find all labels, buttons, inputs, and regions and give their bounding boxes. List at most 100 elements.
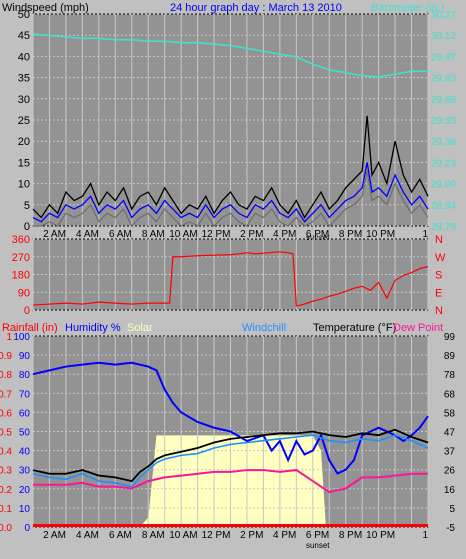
- humidity-tick-label: 70: [19, 389, 31, 400]
- time-axis-label-1: 4 AM: [76, 229, 99, 240]
- humidity-tick-label: 0: [24, 523, 30, 534]
- rainfall-tick-label: 0.9: [0, 351, 12, 362]
- rainfall-bar: [33, 524, 428, 527]
- temperature-tick-label: 47: [444, 428, 456, 439]
- barometer-tick-label: 29.23: [431, 158, 456, 169]
- time-axis-label-3: 8 PM: [339, 530, 362, 541]
- humidity-tick-label: 40: [19, 447, 31, 458]
- windspeed-tick-label: 20: [18, 136, 30, 148]
- temperature-tick-label: 37: [444, 447, 456, 458]
- barometer-axis-title: Barometer (in.): [371, 2, 444, 14]
- barometer-tick-label: 28.79: [431, 222, 456, 233]
- windspeed-tick-label: 10: [18, 179, 30, 191]
- humidity-tick-label: 100: [13, 332, 30, 343]
- windspeed-tick-label: 25: [18, 115, 30, 127]
- direction-compass-label: N: [435, 305, 443, 317]
- humidity-tick-label: 50: [19, 428, 31, 439]
- humidity-tick-label: 90: [19, 351, 31, 362]
- rainfall-tick-label: 0.2: [0, 485, 12, 496]
- temperature-tick-label: 89: [444, 351, 456, 362]
- time-axis-label-3: 6 AM: [109, 530, 132, 541]
- time-axis-label-3: 2 PM: [240, 530, 263, 541]
- time-axis-label-1: 8 AM: [142, 229, 165, 240]
- time-axis-label-3: 12 PM: [202, 530, 231, 541]
- time-axis-label-1: 6 AM: [109, 229, 132, 240]
- humidity-tick-label: 30: [19, 466, 31, 477]
- rainfall-tick-label: 0.0: [0, 523, 12, 534]
- dewpoint-legend: Dew Point: [393, 322, 443, 334]
- barometer-tick-label: 29.97: [431, 52, 456, 63]
- chart-title: 24 hour graph day : March 13 2010: [170, 2, 342, 14]
- temperature-line: [32, 428, 429, 483]
- windspeed-tick-label: 0: [24, 221, 30, 233]
- solar-legend: Solar: [127, 322, 153, 334]
- barometer-tick-label: 29.83: [431, 74, 456, 85]
- barometer-tick-label: 29.38: [431, 137, 456, 148]
- temperature-tick-label: 68: [444, 389, 456, 400]
- temperature-tick-label: 58: [444, 408, 456, 419]
- barometer-tick-label: 30.27: [431, 10, 456, 21]
- time-axis-label-3: 10 AM: [169, 530, 197, 541]
- temperature-tick-label: 16: [444, 485, 456, 496]
- windspeed-average-line: [32, 162, 429, 223]
- barometer-tick-label: 29.53: [431, 116, 456, 127]
- time-axis-label-3: 1: [422, 530, 428, 541]
- time-axis-label-1: 12 PM: [202, 229, 231, 240]
- time-axis-label-1: 6 PM: [306, 229, 329, 240]
- time-axis-label-3: 8 AM: [142, 530, 165, 541]
- barometer-tick-label: 29.68: [431, 95, 456, 106]
- windspeed-gust-line: [32, 115, 429, 219]
- barometer-tick-label: 29.09: [431, 180, 456, 191]
- wind-direction-line: [32, 251, 429, 307]
- time-axis-label-1: 8 PM: [339, 229, 362, 240]
- rainfall-tick-label: 0.7: [0, 389, 12, 400]
- windspeed-tick-label: 15: [18, 157, 30, 169]
- rainfall-tick-label: 0.5: [0, 428, 12, 439]
- direction-compass-label: N: [435, 234, 443, 246]
- sunset-label-1: sunset: [306, 233, 330, 242]
- windchill-line: [32, 434, 429, 488]
- temperature-axis-title: Temperature (°F): [313, 322, 396, 334]
- barometer-tick-label: 28.94: [431, 201, 456, 212]
- barometer-tick-label: 30.12: [431, 31, 456, 42]
- humidity-tick-label: 80: [19, 370, 31, 381]
- direction-tick-label: 360: [12, 234, 30, 246]
- time-axis-label-1: 10 PM: [366, 229, 395, 240]
- barometer-line: [32, 33, 428, 78]
- time-axis-label-3: 4 AM: [76, 530, 99, 541]
- temperature-tick-label: -5: [446, 523, 455, 534]
- direction-compass-label: W: [435, 252, 446, 264]
- time-axis-label-1: 2 AM: [43, 229, 66, 240]
- dewpoint-line: [33, 469, 428, 494]
- time-axis-label-1: 4 PM: [273, 229, 296, 240]
- rainfall-tick-label: 0.6: [0, 408, 12, 419]
- rainfall-tick-label: 0.8: [0, 370, 12, 381]
- time-axis-label-1: 10 AM: [169, 229, 197, 240]
- windspeed-tick-label: 5: [24, 200, 30, 212]
- temperature-tick-label: 99: [444, 332, 456, 343]
- rainfall-axis-title: Rainfall (in): [2, 322, 58, 334]
- rainfall-tick-label: 0.4: [0, 447, 12, 458]
- windspeed-tick-label: 30: [18, 94, 30, 106]
- humidity-axis-title: Humidity %: [65, 322, 121, 334]
- direction-tick-label: 180: [12, 270, 30, 282]
- direction-tick-label: 0: [24, 305, 30, 317]
- time-axis-label-3: 2 AM: [43, 530, 66, 541]
- time-axis-label-3: 6 PM: [306, 530, 329, 541]
- time-axis-label-1: 2 PM: [240, 229, 263, 240]
- direction-compass-label: E: [435, 287, 442, 299]
- windspeed-tick-label: 40: [18, 51, 30, 63]
- direction-compass-label: S: [435, 270, 442, 282]
- windspeed-low-line: [33, 170, 429, 228]
- windspeed-tick-label: 35: [18, 73, 30, 85]
- temperature-tick-label: 26: [444, 466, 456, 477]
- humidity-tick-label: 10: [19, 504, 31, 515]
- humidity-tick-label: 20: [19, 485, 31, 496]
- direction-tick-label: 270: [12, 252, 30, 264]
- temperature-tick-label: 78: [444, 370, 456, 381]
- direction-tick-label: 90: [18, 287, 30, 299]
- temperature-tick-label: 5: [449, 504, 455, 515]
- rainfall-tick-label: 1: [6, 332, 12, 343]
